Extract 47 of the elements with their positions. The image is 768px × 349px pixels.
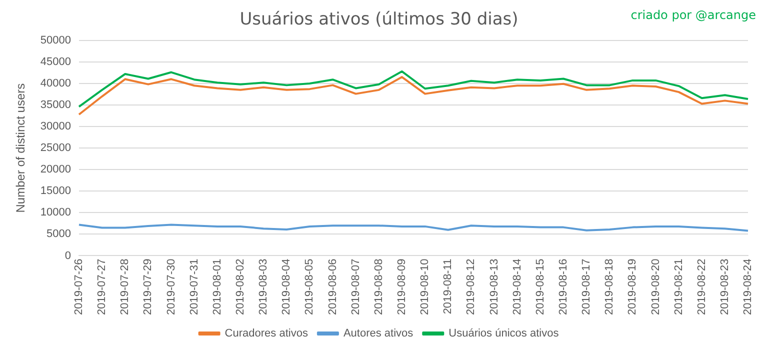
x-tick-label: 2019-08-14 (511, 258, 524, 316)
x-tick-label: 2019-08-04 (280, 258, 293, 316)
x-tick-label: 2019-08-11 (442, 258, 454, 314)
x-tick-label: 2019-07-31 (188, 258, 200, 316)
x-tick-label: 2019-08-05 (304, 258, 316, 316)
x-tick-label: 2019-08-02 (234, 258, 247, 316)
text: criado por @arcange (630, 8, 756, 22)
y-tick-label: 20000 (40, 164, 71, 176)
legend-label: Usuários únicos ativos (448, 328, 560, 340)
y-tick-label: 40000 (40, 78, 71, 90)
y-tick-label: 10000 (40, 206, 71, 219)
x-tick-label: 2019-08-19 (626, 258, 639, 316)
x-tick-label: 2019-08-13 (488, 258, 500, 316)
x-tick-label: 2019-08-12 (465, 258, 478, 316)
x-tick-label: 2019-08-07 (350, 258, 362, 316)
x-tick-label: 2019-08-24 (742, 258, 754, 316)
y-tick-label: 5000 (46, 228, 71, 240)
chart-title: Usuários ativos (últimos 30 dias) (240, 10, 518, 30)
y-tick-label: 45000 (40, 56, 71, 68)
y-tick-label: 30000 (40, 120, 71, 133)
x-tick-label: 2019-08-23 (718, 258, 731, 316)
x-tick-label: 2019-08-01 (211, 258, 224, 316)
y-tick-label: 50000 (40, 34, 71, 46)
x-tick-label: 2019-08-06 (326, 258, 339, 316)
x-tick-label: 2019-08-15 (534, 258, 546, 316)
y-tick-label: 25000 (40, 142, 71, 154)
x-tick-label: 2019-07-29 (142, 258, 154, 316)
legend-label: Autores ativos (343, 328, 414, 340)
x-tick-label: 2019-08-08 (372, 258, 385, 316)
x-tick-label: 2019-08-17 (580, 258, 593, 316)
y-tick-label: 35000 (40, 99, 71, 112)
x-tick-label: 2019-08-18 (604, 258, 616, 316)
x-tick-label: 2019-08-16 (557, 258, 570, 316)
y-axis-title: Number of distinct users (14, 83, 28, 213)
x-tick-label: 2019-07-26 (73, 258, 86, 316)
y-tick-label: 0 (64, 250, 71, 262)
x-tick-label: 2019-08-09 (396, 258, 408, 316)
y-tick-label: 15000 (40, 185, 71, 198)
x-tick-label: 2019-08-21 (672, 258, 685, 316)
x-tick-label: 2019-08-03 (258, 258, 270, 316)
x-tick-label: 2019-08-10 (419, 258, 432, 316)
x-tick-label: 2019-08-20 (650, 258, 662, 316)
legend-label: Curadores ativos (224, 328, 308, 340)
x-tick-label: 2019-07-27 (96, 258, 108, 316)
x-tick-label: 2019-07-28 (119, 258, 132, 316)
x-tick-label: 2019-08-22 (696, 258, 708, 316)
x-tick-label: 2019-07-30 (165, 258, 178, 316)
